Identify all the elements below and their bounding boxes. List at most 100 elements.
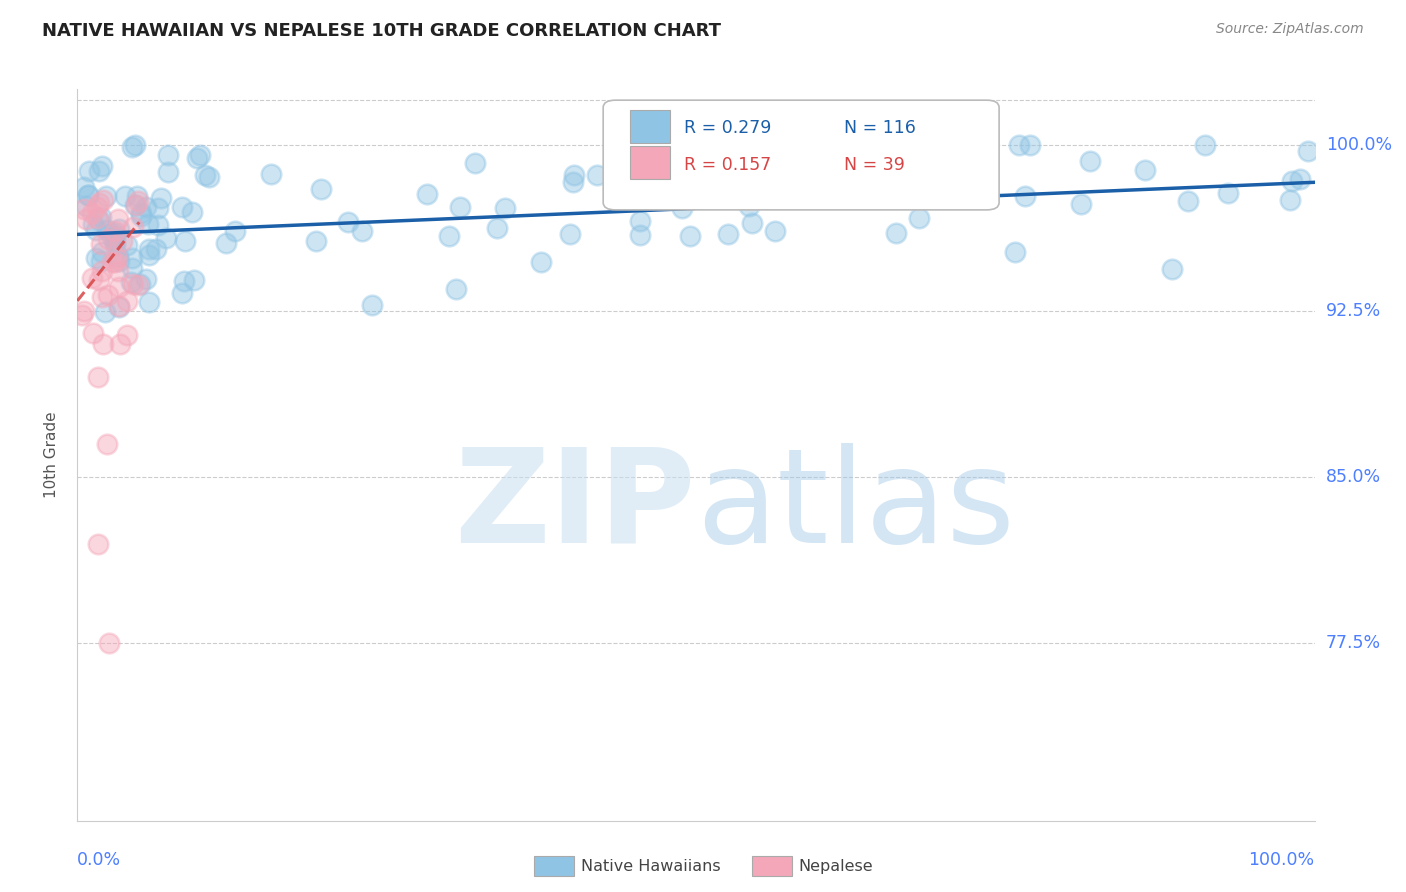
Point [1014, 189, 1036, 203]
Point [738, 199, 761, 213]
Point [1070, 197, 1092, 211]
Point [173, 274, 195, 288]
Point [884, 226, 907, 240]
Point [309, 182, 332, 196]
Text: 85.0%: 85.0% [1326, 468, 1381, 486]
Point [124, 198, 146, 212]
Point [75, 211, 97, 226]
Point [96, 222, 118, 236]
Text: 92.5%: 92.5% [1326, 301, 1381, 320]
Point [90, 253, 112, 268]
Point [138, 248, 160, 262]
Point [111, 234, 134, 248]
Point [560, 227, 582, 241]
Point [104, 224, 127, 238]
Point [1133, 162, 1156, 177]
Point [693, 158, 716, 172]
Point [108, 300, 131, 314]
Point [360, 297, 382, 311]
Point [87, 196, 110, 211]
Point [818, 137, 841, 152]
Point [121, 140, 143, 154]
Point [124, 137, 146, 152]
Point [86, 200, 108, 214]
Point [350, 224, 373, 238]
Point [77, 164, 100, 178]
Point [1298, 145, 1320, 159]
Point [956, 186, 979, 201]
Text: R = 0.279: R = 0.279 [683, 119, 770, 137]
Point [145, 242, 167, 256]
Point [127, 194, 149, 209]
Point [1161, 262, 1184, 277]
Point [562, 168, 585, 182]
Point [1288, 172, 1310, 186]
Text: 100.0%: 100.0% [1249, 851, 1315, 869]
Point [188, 147, 211, 161]
Text: R = 0.157: R = 0.157 [683, 155, 770, 174]
Point [444, 282, 467, 296]
Text: atlas: atlas [696, 442, 1015, 570]
Text: Native Hawaiians: Native Hawaiians [581, 859, 720, 873]
Point [96, 437, 118, 451]
Text: 0.0%: 0.0% [77, 851, 121, 869]
Point [122, 277, 145, 291]
Point [77, 187, 100, 202]
Point [107, 211, 129, 226]
Point [679, 228, 702, 243]
Point [82, 270, 104, 285]
Point [1278, 193, 1301, 207]
Point [620, 177, 643, 191]
Point [215, 236, 238, 251]
Point [87, 370, 110, 384]
Point [485, 221, 508, 235]
Point [156, 148, 179, 162]
Text: 100.0%: 100.0% [1326, 136, 1392, 153]
Point [121, 220, 143, 235]
Point [94, 304, 117, 318]
Point [115, 294, 138, 309]
Point [197, 170, 219, 185]
Point [114, 189, 136, 203]
Point [84, 251, 107, 265]
Point [91, 337, 114, 351]
Point [103, 226, 125, 240]
Bar [630, 110, 671, 143]
Point [110, 336, 132, 351]
Point [146, 218, 169, 232]
Point [1008, 137, 1031, 152]
Point [104, 238, 127, 252]
Text: NATIVE HAWAIIAN VS NEPALESE 10TH GRADE CORRELATION CHART: NATIVE HAWAIIAN VS NEPALESE 10TH GRADE C… [42, 22, 721, 40]
Point [73, 202, 96, 216]
Point [628, 227, 651, 242]
Point [416, 187, 439, 202]
Point [120, 275, 142, 289]
Point [174, 235, 197, 249]
Point [90, 244, 112, 259]
Point [75, 198, 97, 212]
Point [121, 251, 143, 265]
Point [90, 211, 112, 225]
Point [135, 272, 157, 286]
Point [170, 286, 193, 301]
Point [665, 137, 688, 152]
Point [104, 255, 127, 269]
Point [108, 221, 131, 235]
Point [127, 277, 149, 292]
Text: N = 39: N = 39 [845, 155, 905, 174]
Point [90, 290, 112, 304]
Text: 77.5%: 77.5% [1326, 634, 1381, 652]
Point [464, 155, 486, 169]
Text: N = 116: N = 116 [845, 119, 917, 137]
Point [150, 191, 173, 205]
Point [82, 218, 104, 232]
Point [186, 151, 208, 165]
Point [586, 168, 609, 182]
Point [1281, 174, 1303, 188]
Point [621, 155, 644, 169]
Text: Nepalese: Nepalese [799, 859, 873, 873]
Point [87, 164, 110, 178]
Point [107, 249, 129, 263]
Point [734, 160, 756, 174]
Point [115, 238, 138, 252]
